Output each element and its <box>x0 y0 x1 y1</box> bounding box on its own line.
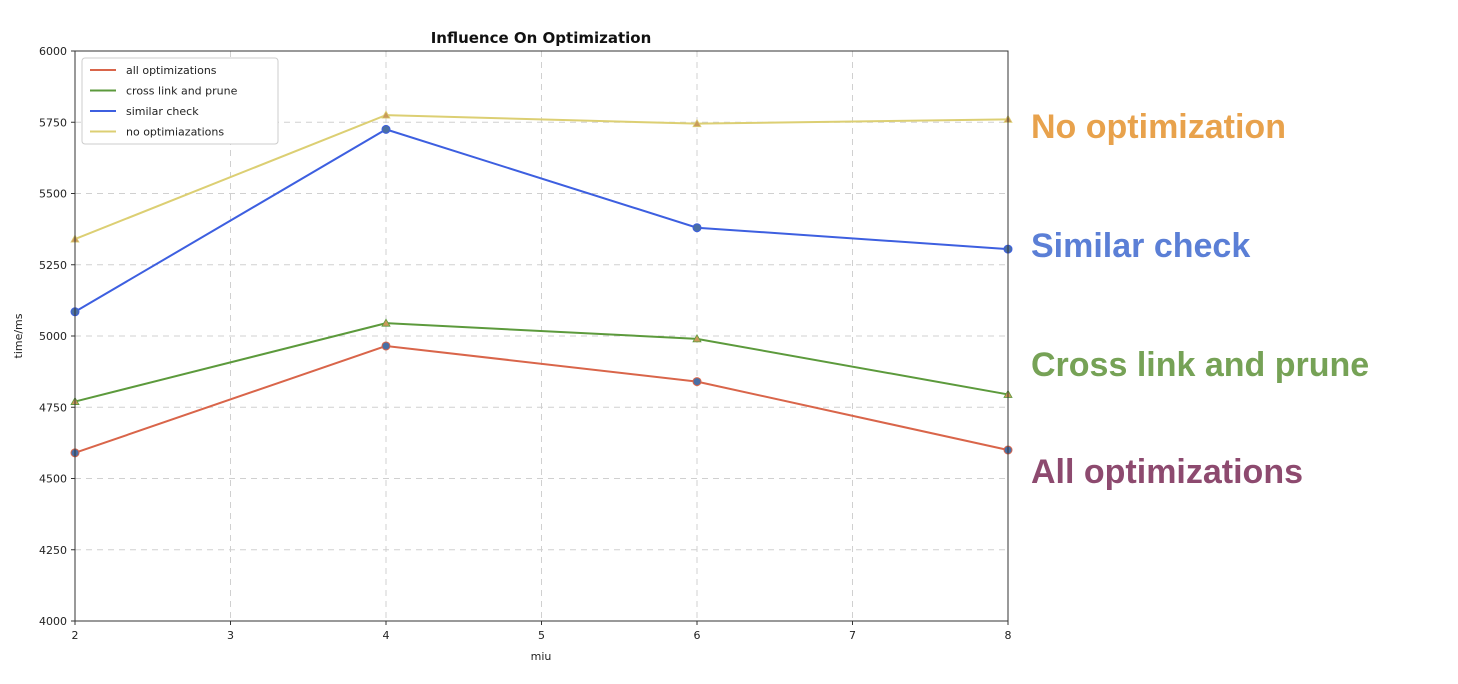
data-point <box>692 334 702 343</box>
legend-box <box>81 57 279 145</box>
side-label-all-optimizations: All optimizations <box>1031 453 1303 491</box>
legend: all optimizations cross link and prune sim… <box>81 57 279 145</box>
x-tick-label: 6 <box>694 629 701 642</box>
y-tick-label: 5000 <box>39 330 67 343</box>
data-point <box>692 377 702 387</box>
x-axis-ticks: 2 3 4 5 6 7 8 <box>72 621 1012 642</box>
series-lines <box>70 110 1013 458</box>
series-line-cross-link-and-prune <box>74 322 1009 403</box>
data-point <box>381 124 391 134</box>
side-label-no-optimization: No optimization <box>1031 108 1286 146</box>
plot-frame <box>74 50 1009 622</box>
y-tick-label: 5250 <box>39 259 67 272</box>
x-tick-label: 3 <box>227 629 234 642</box>
series-cross-link-and-prune <box>70 318 1013 405</box>
y-tick-label: 4500 <box>39 473 67 486</box>
line-chart: Influence On Optimization 40004250450047… <box>12 29 1013 663</box>
series-line-no-optimiazations <box>74 114 1009 241</box>
y-tick-label: 4250 <box>39 544 67 557</box>
y-tick-label: 4000 <box>39 615 67 628</box>
side-label-similar-check: Similar check <box>1031 227 1251 265</box>
y-tick-label: 6000 <box>39 45 67 58</box>
data-point <box>692 223 702 233</box>
data-point <box>381 318 391 327</box>
x-tick-label: 7 <box>849 629 856 642</box>
series-all-optimizations <box>70 341 1013 458</box>
y-tick-label: 5500 <box>39 188 67 201</box>
y-axis-label: time/ms <box>12 313 25 358</box>
legend-entry: all optimizations <box>126 64 217 77</box>
x-tick-label: 5 <box>538 629 545 642</box>
chart-title: Influence On Optimization <box>431 29 652 47</box>
x-tick-label: 2 <box>72 629 79 642</box>
y-tick-label: 4750 <box>39 401 67 414</box>
x-axis-label: miu <box>531 650 552 663</box>
legend-entry: similar check <box>126 105 199 118</box>
y-tick-label: 5750 <box>39 116 67 129</box>
legend-entry: cross link and prune <box>126 85 238 98</box>
series-line-all-optimizations <box>74 344 1009 454</box>
data-point <box>381 341 391 351</box>
side-label-cross-link-and-prune: Cross link and prune <box>1031 346 1370 384</box>
x-tick-label: 8 <box>1005 629 1012 642</box>
data-point <box>381 110 391 119</box>
series-line-similar-check <box>74 128 1009 313</box>
y-axis-ticks: 4000 4250 4500 4750 5000 5250 5500 5750 6000 <box>39 45 75 628</box>
data-point <box>692 118 702 128</box>
legend-entry: no optimiazations <box>126 126 224 139</box>
x-tick-label: 4 <box>383 629 390 642</box>
